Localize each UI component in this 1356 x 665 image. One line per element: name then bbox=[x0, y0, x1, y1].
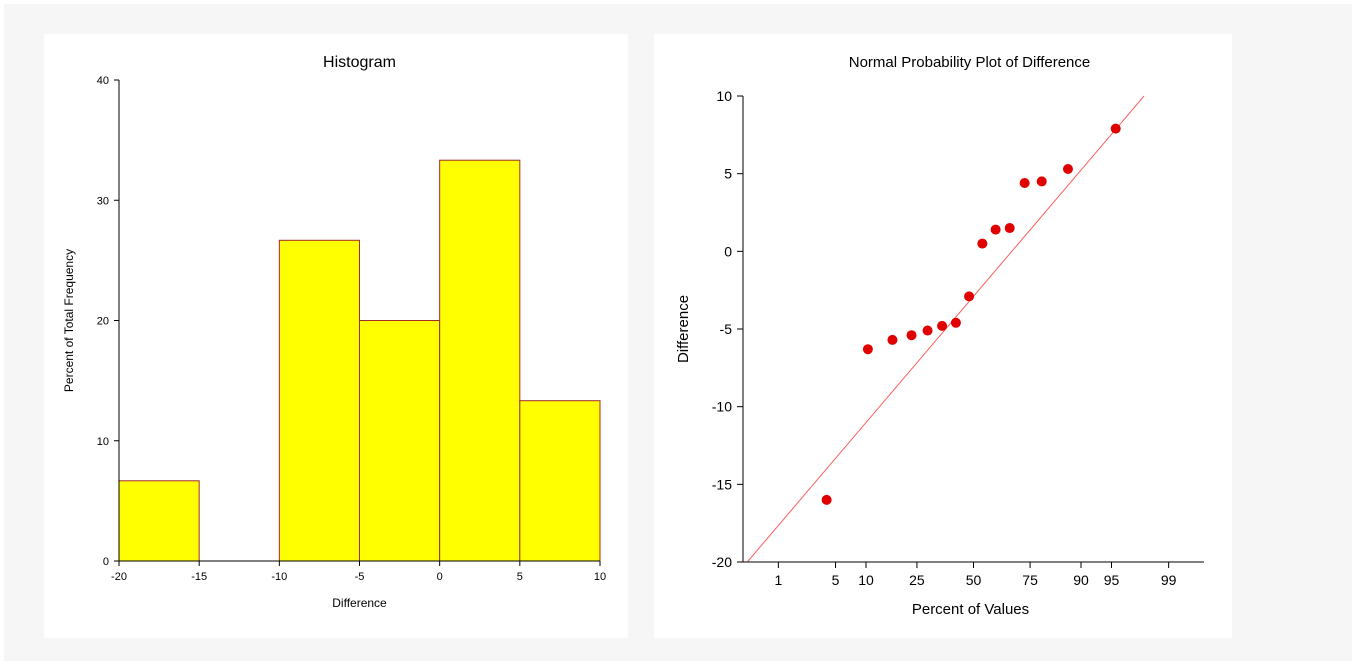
data-point bbox=[1036, 176, 1047, 187]
data-point bbox=[1019, 177, 1030, 188]
y-tick-label: 5 bbox=[724, 166, 732, 182]
y-tick-label: 40 bbox=[97, 75, 109, 87]
histogram-chart: Histogram 0 10 20 30 40 -20 -15 -10 -5 0 5 10 Differe… bbox=[62, 54, 606, 610]
y-tick-label: 10 bbox=[716, 88, 732, 104]
y-tick-label: 20 bbox=[97, 316, 109, 328]
normal-probability-chart: Normal Probability Plot of Difference -20… bbox=[675, 54, 1204, 618]
x-tick-label: -5 bbox=[355, 571, 365, 583]
stage: Histogram 0 10 20 30 40 -20 -15 -10 -5 0 5 10 Differe… bbox=[4, 4, 1352, 661]
histogram-panel: Histogram 0 10 20 30 40 -20 -15 -10 -5 0 5 10 Differe… bbox=[44, 34, 628, 638]
y-tick-label: -20 bbox=[712, 554, 732, 570]
histogram-bar bbox=[359, 320, 441, 562]
x-tick-label: 10 bbox=[858, 572, 874, 588]
x-tick-label: 1 bbox=[774, 572, 782, 588]
y-tick-label: -10 bbox=[712, 399, 732, 415]
y-tick-label: 10 bbox=[97, 436, 109, 448]
x-tick-label: 50 bbox=[966, 572, 982, 588]
data-point bbox=[821, 494, 832, 505]
data-point bbox=[990, 224, 1001, 235]
y-axis-label: Percent of Total Frequency bbox=[62, 249, 76, 392]
data-point bbox=[1062, 164, 1073, 175]
data-point bbox=[906, 330, 917, 341]
chart-title: Normal Probability Plot of Difference bbox=[849, 54, 1091, 71]
x-tick-label: 25 bbox=[909, 572, 925, 588]
y-tick-label: -5 bbox=[720, 321, 733, 337]
data-point bbox=[862, 344, 873, 355]
data-point bbox=[964, 291, 975, 302]
y-tick-label: 0 bbox=[724, 243, 732, 259]
x-tick-label: 75 bbox=[1022, 572, 1038, 588]
x-axis-label: Percent of Values bbox=[912, 601, 1029, 618]
x-tick-label: 5 bbox=[832, 572, 840, 588]
histogram-bar bbox=[278, 239, 360, 562]
x-tick-label: 10 bbox=[594, 571, 606, 583]
x-tick-label: -15 bbox=[191, 571, 207, 583]
chart-title: Histogram bbox=[323, 54, 396, 71]
x-tick-label: 5 bbox=[517, 571, 523, 583]
data-point bbox=[937, 320, 948, 331]
histogram-bar bbox=[439, 159, 521, 562]
y-axis-label: Difference bbox=[675, 295, 692, 363]
data-point bbox=[977, 238, 988, 249]
x-axis-label: Difference bbox=[332, 596, 387, 610]
histogram-bar bbox=[519, 400, 601, 562]
y-tick-label: -15 bbox=[712, 476, 732, 492]
x-tick-label: 0 bbox=[437, 571, 443, 583]
x-tick-label: 90 bbox=[1073, 572, 1089, 588]
y-tick-label: 0 bbox=[103, 556, 109, 568]
x-tick-label: 99 bbox=[1161, 572, 1177, 588]
y-tick-label: 30 bbox=[97, 195, 109, 207]
data-point bbox=[950, 317, 961, 328]
x-tick-label: 95 bbox=[1104, 572, 1120, 588]
data-point bbox=[1110, 123, 1121, 134]
data-point bbox=[922, 325, 933, 336]
normal-probability-panel: Normal Probability Plot of Difference -20… bbox=[654, 34, 1232, 638]
data-point bbox=[887, 334, 898, 345]
histogram-bar bbox=[118, 480, 200, 562]
x-tick-label: -10 bbox=[271, 571, 287, 583]
data-point bbox=[1004, 223, 1015, 234]
x-tick-label: -20 bbox=[111, 571, 127, 583]
